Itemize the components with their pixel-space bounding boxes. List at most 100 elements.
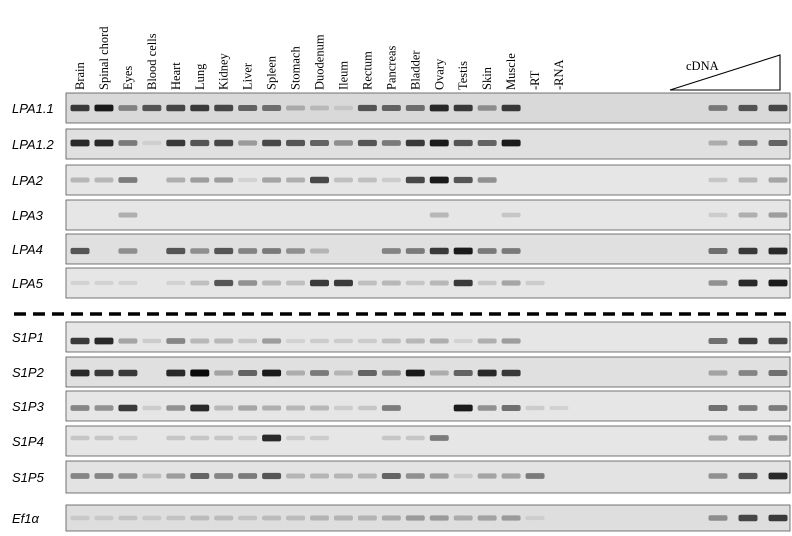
gel-band	[453, 104, 473, 112]
gel-band	[477, 280, 497, 286]
gel-band	[708, 140, 728, 146]
gel-band	[525, 515, 545, 521]
gel-band	[214, 104, 234, 112]
gel-panel	[65, 460, 791, 494]
lane-label: Liver	[241, 62, 255, 90]
gel-row: LPA1.1	[12, 92, 791, 124]
gel-band	[166, 473, 186, 479]
gel-row: S1P3	[12, 390, 791, 422]
gel-band	[262, 105, 282, 111]
gel-band	[708, 405, 728, 411]
gel-band	[262, 280, 282, 286]
gel-band	[738, 247, 758, 255]
gel-band	[118, 248, 138, 254]
gel-band	[453, 247, 473, 255]
gel-band	[381, 177, 401, 183]
gel-row: S1P4	[12, 425, 791, 457]
gel-band	[118, 515, 138, 521]
gel-panel	[65, 425, 791, 457]
gel-band	[94, 177, 114, 183]
gel-row: LPA1.2	[12, 128, 791, 160]
gel-panel	[65, 267, 791, 299]
gel-band	[70, 473, 90, 479]
gel-band	[310, 279, 329, 287]
row-label: Ef1α	[12, 511, 40, 526]
row-label: LPA1.1	[12, 101, 54, 116]
gel-band	[70, 369, 90, 377]
lane-label: Rectum	[360, 51, 374, 90]
gel-band	[118, 105, 138, 111]
lane-label: Eyes	[121, 66, 135, 90]
gel-band	[238, 473, 258, 479]
gel-band	[94, 473, 114, 479]
gel-band	[429, 104, 449, 112]
gel-band	[738, 212, 758, 218]
gel-band	[477, 515, 497, 521]
gel-band	[501, 473, 521, 479]
gel-band	[238, 369, 258, 377]
gel-band	[238, 338, 258, 344]
gel-band	[142, 140, 162, 146]
lane-label: Spleen	[265, 55, 279, 90]
gel-band	[738, 337, 758, 345]
cdna-standard-header: cDNA	[669, 54, 781, 91]
gel-band	[214, 279, 234, 287]
gel-band	[118, 338, 138, 344]
gel-band	[286, 139, 306, 147]
lane-label: Ileum	[336, 61, 350, 90]
gel-band	[405, 139, 425, 147]
gel-band	[768, 435, 788, 441]
gel-band	[525, 280, 545, 286]
gel-band	[190, 404, 210, 412]
gel-band	[525, 405, 545, 411]
gel-band	[477, 369, 497, 377]
gel-band	[286, 405, 306, 411]
gel-band	[381, 370, 401, 376]
gel-band	[142, 338, 162, 344]
gel-band	[708, 280, 728, 286]
gel-band	[190, 435, 210, 441]
gel-band	[381, 515, 401, 521]
lane-label: Duodenum	[313, 34, 327, 90]
gel-band	[477, 139, 497, 147]
gel-band	[738, 435, 758, 441]
lane-labels: Brain Spinal chord Eyes Blood cells Heart Lun…	[73, 26, 566, 90]
gel-band	[310, 105, 329, 111]
gel-band	[286, 435, 306, 441]
gel-band	[381, 435, 401, 441]
gel-band	[190, 369, 210, 377]
gel-band	[429, 370, 449, 376]
gel-band	[70, 515, 90, 521]
gel-band	[94, 280, 114, 286]
gel-band	[190, 139, 210, 147]
gel-band	[357, 338, 377, 344]
gel-band	[214, 473, 234, 479]
gel-band	[453, 139, 473, 147]
gel-band	[501, 369, 521, 377]
gel-band	[738, 405, 758, 411]
gel-band	[70, 435, 90, 441]
gel-band	[333, 370, 353, 376]
gel-band	[738, 140, 758, 146]
gel-band	[118, 140, 138, 146]
lane-label: Stomach	[289, 46, 303, 90]
gel-band	[142, 405, 162, 411]
gel-band	[381, 405, 401, 411]
gel-row: LPA3	[12, 199, 791, 231]
gel-band	[501, 212, 521, 218]
gel-band	[310, 176, 329, 184]
gel-band	[405, 473, 425, 479]
gel-band	[118, 177, 138, 183]
gel-band	[70, 104, 90, 112]
gel-row: S1P5	[12, 460, 791, 494]
gel-band	[238, 104, 258, 112]
gel-band	[166, 515, 186, 521]
row-label: LPA4	[12, 242, 43, 257]
gel-row: Ef1α	[12, 504, 791, 532]
gel-band	[94, 435, 114, 441]
gel-band	[525, 473, 545, 479]
gel-band	[405, 280, 425, 286]
lane-label: Bladder	[408, 50, 422, 90]
gel-band	[333, 279, 353, 287]
gel-band	[310, 405, 329, 411]
